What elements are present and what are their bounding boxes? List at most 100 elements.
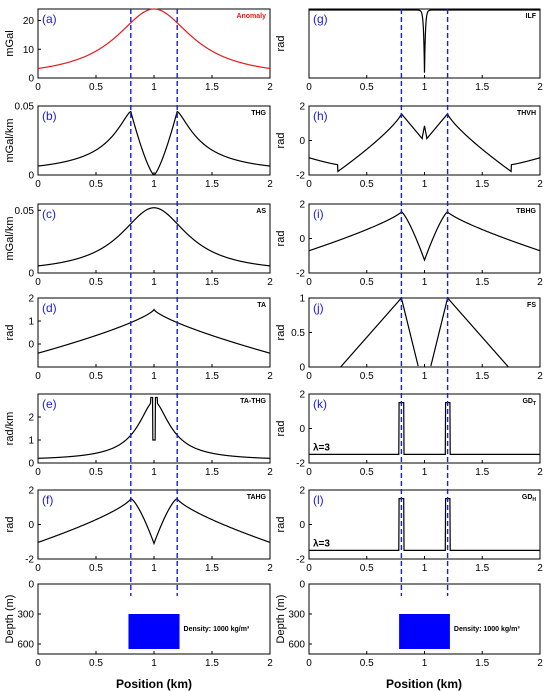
chart-panel-ta: 0 0.5 1 1.5 2 0 1 2 rad (d) TA (4, 294, 273, 383)
plot-frame (308, 297, 541, 368)
x-tick-label: 2 (537, 179, 543, 190)
y-axis-label: rad (4, 325, 16, 341)
x-tick-label: 1.5 (475, 467, 489, 478)
x-tick-label: 1.5 (475, 371, 489, 382)
x-tick-label: 1.5 (205, 658, 219, 669)
y-axis-label: Depth (m) (4, 595, 16, 644)
x-tick-label: 1 (151, 563, 157, 574)
data-line (340, 296, 509, 368)
y-axis-label: rad (275, 325, 287, 341)
y-tick-label: 2 (299, 102, 305, 113)
y-axis-label: rad (275, 231, 287, 247)
y-tick-label: 2 (299, 200, 305, 211)
x-tick-label: 0.5 (360, 277, 374, 288)
density-label: Density: 1000 kg/m³ (184, 626, 250, 633)
x-tick-label: 1 (422, 277, 428, 288)
panel-letter: (h) (313, 109, 328, 123)
x-tick-label: 0 (306, 277, 312, 288)
panel-letter: (l) (313, 493, 324, 507)
x-tick-label: 2 (537, 82, 543, 93)
x-tick-label: 1.5 (205, 82, 219, 93)
x-tick-label: 2 (537, 563, 543, 574)
x-tick-label: 1 (422, 563, 428, 574)
density-body (399, 614, 450, 649)
x-tick-label: 0 (35, 467, 41, 478)
x-tick-label: 0 (306, 179, 312, 190)
x-tick-label: 1.5 (475, 277, 489, 288)
panel-letter: (f) (42, 493, 53, 507)
series-name-label: ILF (526, 13, 537, 20)
x-tick-label: 1.5 (475, 658, 489, 669)
x-tick-label: 0.5 (360, 82, 374, 93)
y-tick-label: -2 (296, 171, 305, 182)
x-tick-label: 2 (267, 658, 273, 669)
data-line (308, 210, 541, 262)
panel-letter: (a) (42, 12, 57, 26)
chart-panel-thg: 0 0.5 1 1.5 2 0 0.05 mGal/km (b) THG (4, 102, 273, 191)
series-name-subscript: H (532, 497, 536, 503)
panel-letter: (b) (42, 109, 57, 123)
x-tick-label: 0.5 (89, 563, 103, 574)
density-label: Density: 1000 kg/m³ (454, 626, 520, 633)
panel-letter: (j) (313, 301, 324, 315)
x-tick-label: 1.5 (205, 179, 219, 190)
x-tick-label: 1 (151, 658, 157, 669)
x-tick-label: 1.5 (205, 371, 219, 382)
x-tick-label: 1 (422, 467, 428, 478)
series-name-label: TBHG (516, 208, 536, 215)
x-tick-label: 1 (422, 82, 428, 93)
x-tick-label: 0.5 (89, 277, 103, 288)
panel-letter: (i) (313, 207, 324, 221)
y-tick-label: 0 (299, 136, 305, 147)
x-tick-label: 0 (306, 371, 312, 382)
data-line (37, 8, 271, 70)
x-tick-label: 0.5 (360, 371, 374, 382)
x-tick-label: 0.5 (360, 467, 374, 478)
x-tick-label: 2 (267, 82, 273, 93)
y-axis-label: mGal (4, 30, 16, 56)
y-tick-label: 0 (299, 520, 305, 531)
chart-panel-ilf: 0 0.5 1 1.5 2 rad (g) ILF (275, 8, 543, 93)
y-axis-label: rad (275, 133, 287, 149)
y-axis-label: rad (4, 517, 16, 533)
plot-frame (308, 105, 541, 176)
x-tick-label: 0.5 (89, 82, 103, 93)
x-tick-label: 1.5 (205, 277, 219, 288)
data-line (308, 112, 541, 173)
x-tick-label: 0 (35, 277, 41, 288)
panel-letter: (g) (313, 12, 328, 26)
y-tick-label: -2 (25, 555, 34, 566)
plot-frame (37, 393, 271, 464)
y-tick-label: 1 (299, 294, 305, 305)
y-tick-label: 0 (28, 459, 34, 470)
x-tick-label: 0 (306, 563, 312, 574)
y-tick-label: 600 (288, 640, 305, 651)
plot-frame (308, 393, 541, 464)
y-tick-label: -2 (296, 459, 305, 470)
x-tick-label: 1.5 (475, 563, 489, 574)
plot-frame (37, 8, 271, 79)
x-tick-label: 0 (35, 563, 41, 574)
x-tick-label: 0.5 (360, 658, 374, 669)
y-tick-label: 0 (28, 580, 34, 591)
y-tick-label: 300 (288, 610, 305, 621)
x-tick-label: 1.5 (475, 82, 489, 93)
x-tick-label: 2 (267, 371, 273, 382)
y-tick-label: 0.05 (15, 206, 35, 217)
plot-frame (37, 105, 271, 176)
y-tick-label: 2 (299, 390, 305, 401)
x-tick-label: 0.5 (89, 179, 103, 190)
x-tick-label: 2 (537, 277, 543, 288)
chart-panel-ta-thg: 0 0.5 1 1.5 2 0 1 2 rad/km (e) TA-THG (4, 393, 273, 478)
x-axis-label-left: Position (km) (116, 677, 192, 691)
lambda-label: λ=3 (313, 538, 330, 549)
series-name-subscript: T (533, 401, 536, 407)
x-tick-label: 0 (306, 658, 312, 669)
y-axis-label: mGal/km (4, 217, 16, 261)
x-tick-label: 0 (306, 467, 312, 478)
